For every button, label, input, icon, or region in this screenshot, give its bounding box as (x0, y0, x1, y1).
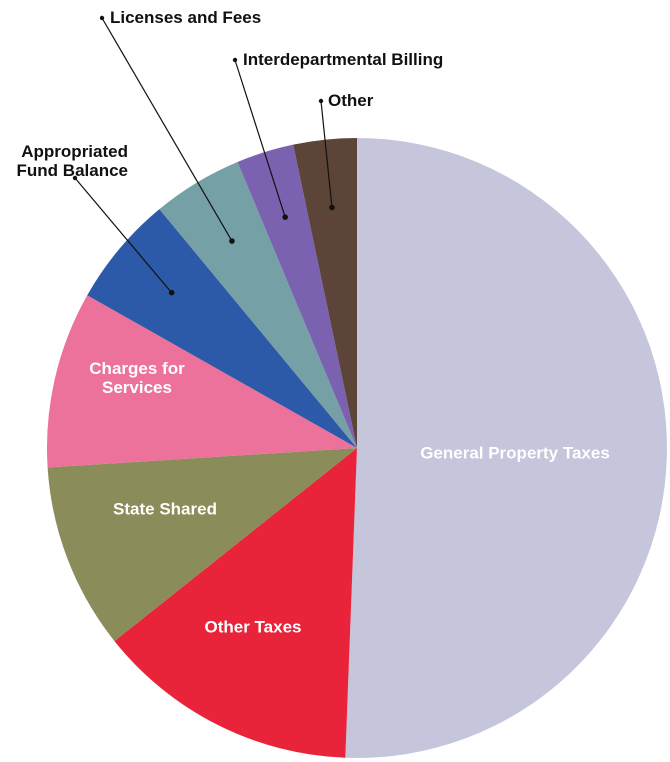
leader-line (320, 100, 333, 208)
leader-dot (318, 98, 324, 104)
slice-label: General Property Taxes (420, 443, 610, 463)
slice-label: Charges for Services (89, 359, 185, 397)
pie-slice (87, 209, 357, 448)
pie-slice (237, 144, 357, 448)
pie-slice (114, 448, 357, 758)
leader-dot (229, 238, 235, 244)
slice-label: Other Taxes (204, 617, 302, 637)
pie-slice (47, 295, 357, 468)
slice-label: State Shared (113, 499, 217, 519)
pie-slice (345, 137, 668, 758)
pie-slice (293, 138, 357, 448)
leader-dot (99, 15, 105, 21)
leader-dot (232, 57, 238, 63)
leader-line (101, 17, 233, 242)
leader-dot (329, 204, 335, 211)
leader-line (74, 177, 173, 294)
pie-slice (47, 448, 357, 642)
slice-label: Other (328, 91, 374, 110)
slice-label: Interdepartmental Billing (243, 50, 444, 69)
leader-line (234, 59, 286, 218)
pie-slice (159, 161, 357, 449)
slice-label: Licenses and Fees (110, 8, 262, 27)
leader-dot (72, 175, 78, 181)
leader-dot (282, 214, 288, 220)
slice-label: Appropriated Fund Balance (16, 142, 128, 180)
leader-dot (168, 289, 175, 296)
